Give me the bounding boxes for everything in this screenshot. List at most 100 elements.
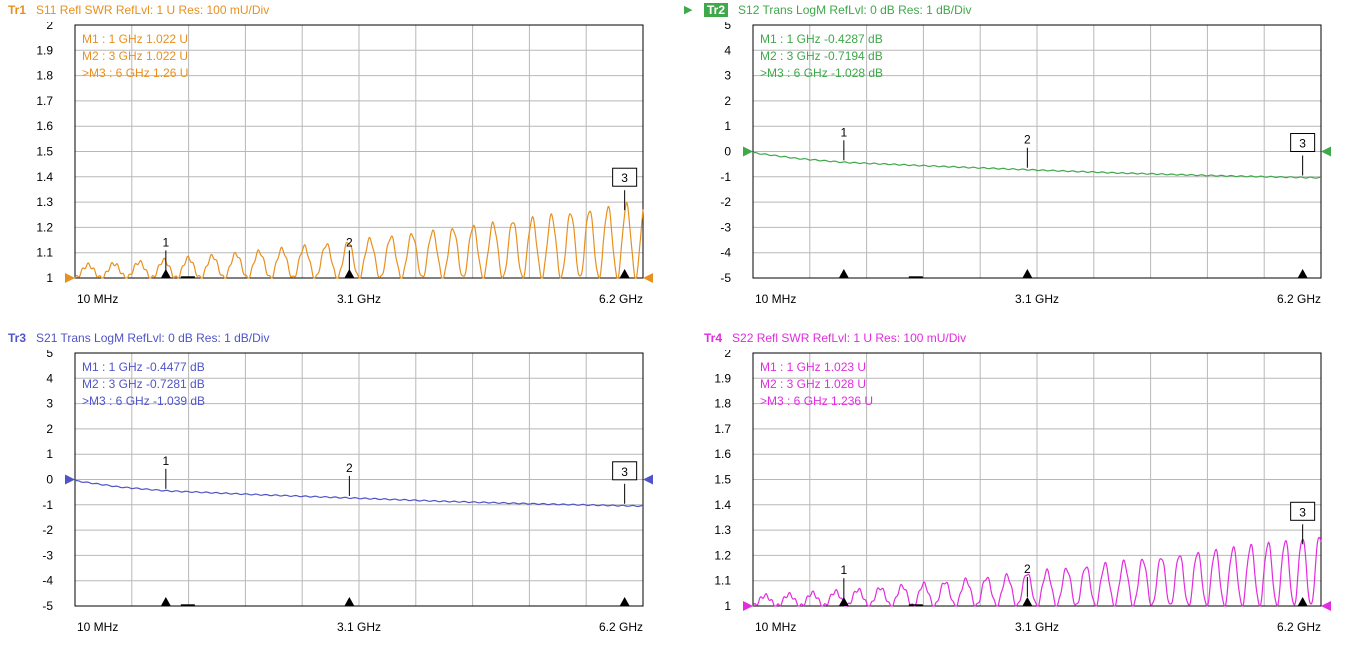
plot-tr3[interactable]: 5 4 3 2 1 0 -1 -2 -3 -4 -5 10 MHz 3.1 GHz 6.2 GHz 1 2 3 M… [0,350,678,655]
x-tick-label: 10 MHz [77,620,118,634]
marker-readout: >M3 : 6 GHz -1.039 dB [82,394,205,408]
plot-tr4[interactable]: 2 1.9 1.8 1.7 1.6 1.5 1.4 1.3 1.2 1.1 1 10 MHz 3.1 G… [678,350,1356,655]
marker-position-triangle-icon [838,269,849,278]
trace-line-tr2 [752,152,1322,179]
marker-position-triangle-icon [344,269,355,278]
trace-header-tr3[interactable]: Tr3 S21 Trans LogM RefLvl: 0 dB Res: 1 dB… [0,328,678,350]
active-trace-arrow-icon: ▶ [684,4,693,16]
y-tick-label: -3 [42,548,53,562]
x-tick-label: 3.1 GHz [1015,292,1059,306]
trace-tag-tr3[interactable]: Tr3 [8,331,27,345]
pane-tr2: ▶ Tr2 S12 Trans LogM RefLvl: 0 dB Res: 1 … [678,0,1356,327]
y-tick-label: 0 [724,145,731,159]
y-tick-label: 1.7 [714,422,731,436]
y-tick-label: 3 [46,397,53,411]
y-tick-label: 1.8 [714,397,731,411]
ref-level-left-arrow-icon [65,273,75,283]
trace-header-text-tr3: S21 Trans LogM RefLvl: 0 dB Res: 1 dB/Di… [36,331,270,345]
y-tick-label: 1.5 [36,145,53,159]
trace-tag-tr1[interactable]: Tr1 [8,3,27,17]
ref-level-right-arrow-icon [1321,601,1331,611]
x-tick-label: 3.1 GHz [337,620,381,634]
y-tick-label: 5 [724,22,731,32]
y-tick-label: 2 [724,94,731,108]
y-tick-label: -2 [42,523,53,537]
y-tick-label: 1.2 [714,548,731,562]
marker-box [1290,133,1316,153]
marker-position-triangle-icon [1022,269,1033,278]
marker-number: 2 [346,461,353,475]
pane-tr3: Tr3 S21 Trans LogM RefLvl: 0 dB Res: 1 dB… [0,328,678,655]
marker-position-triangle-icon [619,269,630,278]
ref-level-left-arrow-icon [743,601,753,611]
trace-header-text-tr2: S12 Trans LogM RefLvl: 0 dB Res: 1 dB/Di… [738,3,972,17]
y-tick-label: -5 [720,271,731,285]
marker-number: 1 [840,563,847,577]
marker-readout: M1 : 1 GHz -0.4287 dB [760,32,883,46]
y-tick-label: 1.1 [36,246,53,260]
trace-line-tr4 [752,536,1322,607]
trace-header-tr1[interactable]: Tr1 S11 Refl SWR RefLvl: 1 U Res: 100 mU/… [0,0,678,22]
trace-header-tr4[interactable]: Tr4 S22 Refl SWR RefLvl: 1 U Res: 100 mU/… [678,328,1356,350]
marker-position-triangle-icon [838,597,849,606]
y-tick-label: 1 [724,599,731,613]
x-tick-label: 6.2 GHz [1277,620,1321,634]
y-tick-label: 5 [46,350,53,360]
y-tick-label: 4 [724,43,731,57]
x-tick-label: 6.2 GHz [599,620,643,634]
y-tick-label: 1.8 [36,69,53,83]
marker-number: 2 [1024,133,1031,147]
marker-number: 1 [840,125,847,139]
ref-level-left-arrow-icon [743,146,753,157]
marker-readout: M2 : 3 GHz 1.028 U [760,377,866,391]
trace-line-tr3 [74,479,643,508]
trace-header-text-tr4: S22 Refl SWR RefLvl: 1 U Res: 100 mU/Div [732,331,967,345]
x-tick-label: 10 MHz [755,292,796,306]
y-tick-label: 1.6 [714,447,731,461]
y-tick-label: 1.3 [36,195,53,209]
y-tick-label: 1.9 [714,371,731,385]
y-tick-label: 3 [724,69,731,83]
marker-position-triangle-icon [619,597,630,606]
x-tick-label: 3.1 GHz [337,292,381,306]
y-tick-label: 1.9 [36,43,53,57]
x-tick-label: 6.2 GHz [1277,292,1321,306]
plot-tr1[interactable]: 2 1.9 1.8 1.7 1.6 1.5 1.4 1.3 1.2 1.1 1 10 MHz 3.1 G… [0,22,678,327]
plot-tr2[interactable]: 5 4 3 2 1 0 -1 -2 -3 -4 -5 10 MHz 3.1 GHz 6.2 GHz 1 2 3 M… [678,22,1356,327]
marker-number: 1 [162,235,169,249]
x-tick-label: 3.1 GHz [1015,620,1059,634]
y-tick-label: -5 [42,599,53,613]
trace-header-tr2[interactable]: ▶ Tr2 S12 Trans LogM RefLvl: 0 dB Res: 1 … [678,0,1356,22]
ref-level-left-arrow-icon [65,474,75,485]
x-tick-label: 10 MHz [755,620,796,634]
trace-tag-tr4[interactable]: Tr4 [704,331,723,345]
marker-readout: M1 : 1 GHz 1.023 U [760,360,866,374]
marker-readout: M1 : 1 GHz -0.4477 dB [82,360,205,374]
marker-readout: M1 : 1 GHz 1.022 U [82,32,188,46]
marker-readout: M2 : 3 GHz -0.7281 dB [82,377,205,391]
y-tick-label: -1 [42,498,53,512]
y-tick-label: 1.4 [36,170,53,184]
y-tick-label: 4 [46,371,53,385]
y-tick-label: -4 [720,246,731,260]
marker-position-triangle-icon [1297,269,1308,278]
y-tick-label: 1.4 [714,498,731,512]
y-tick-label: 2 [46,22,53,32]
marker-number: 3 [1299,137,1306,151]
y-tick-label: 1.7 [36,94,53,108]
y-tick-label: 1.3 [714,523,731,537]
marker-number: 3 [621,171,628,185]
marker-box [612,167,638,187]
marker-box [1290,501,1316,521]
marker-readout: >M3 : 6 GHz 1.236 U [760,394,873,408]
marker-box [612,461,638,481]
y-tick-label: 0 [46,473,53,487]
ref-level-right-arrow-icon [643,474,653,485]
pane-tr1: Tr1 S11 Refl SWR RefLvl: 1 U Res: 100 mU/… [0,0,678,327]
marker-position-triangle-icon [344,597,355,606]
trace-tag-tr2[interactable]: Tr2 [704,3,729,17]
trace-header-text-tr1: S11 Refl SWR RefLvl: 1 U Res: 100 mU/Div [36,3,270,17]
marker-readout: >M3 : 6 GHz 1.26 U [82,66,188,80]
y-tick-label: -1 [720,170,731,184]
marker-readout: M2 : 3 GHz -0.7194 dB [760,49,883,63]
